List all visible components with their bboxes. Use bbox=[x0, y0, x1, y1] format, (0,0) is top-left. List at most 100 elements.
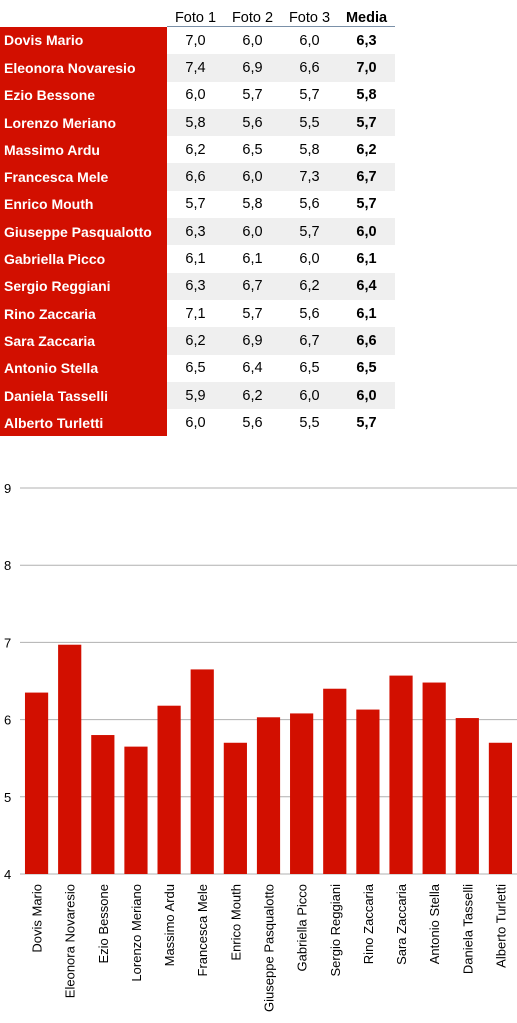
row-foto-1: 6,3 bbox=[167, 218, 224, 246]
score-table: Foto 1 Foto 2 Foto 3 Media Dovis Mario 7,… bbox=[0, 0, 395, 437]
row-foto-3: 5,5 bbox=[299, 414, 320, 431]
bar bbox=[256, 717, 281, 874]
x-tick-label: Giuseppe Pasqualotto bbox=[262, 884, 277, 1012]
row-foto-3: 6,7 bbox=[281, 327, 338, 355]
y-tick-label: 6 bbox=[4, 713, 11, 728]
bar bbox=[389, 675, 413, 874]
row-media: 6,0 bbox=[338, 218, 395, 246]
row-foto-1: 5,8 bbox=[167, 108, 224, 137]
row-foto-2: 6,9 bbox=[224, 327, 281, 355]
row-name: Sara Zaccaria bbox=[0, 327, 167, 355]
bar bbox=[356, 709, 380, 874]
row-foto-1: 7,1 bbox=[185, 305, 206, 322]
x-tick-label: Rino Zaccaria bbox=[361, 883, 376, 964]
y-tick-label: 9 bbox=[4, 481, 11, 496]
table-row: Rino Zaccaria 7,1 5,7 5,6 6,1 bbox=[0, 299, 395, 328]
x-tick-label: Daniela Tasselli bbox=[460, 884, 475, 974]
table-row: Massimo Ardu 6,2 6,5 5,8 6,2 bbox=[0, 136, 395, 164]
bar bbox=[455, 718, 479, 874]
row-foto-3: 6,0 bbox=[281, 381, 338, 410]
row-media: 6,2 bbox=[356, 141, 377, 158]
row-foto-2: 6,5 bbox=[242, 141, 263, 158]
row-media: 7,0 bbox=[338, 54, 395, 82]
row-foto-2: 6,7 bbox=[224, 272, 281, 300]
bar bbox=[24, 692, 49, 874]
row-name: Francesca Mele bbox=[0, 163, 167, 191]
row-name: Gabriella Picco bbox=[0, 245, 167, 273]
header-foto-1: Foto 1 bbox=[167, 0, 224, 27]
row-foto-1: 6,0 bbox=[185, 87, 206, 104]
bar bbox=[157, 705, 181, 874]
bar bbox=[290, 713, 314, 874]
table-row: Alberto Turletti 6,0 5,6 5,5 5,7 bbox=[0, 409, 395, 437]
bar bbox=[58, 644, 82, 874]
row-foto-3: 5,5 bbox=[281, 108, 338, 137]
row-foto-1: 6,5 bbox=[185, 360, 206, 377]
bar bbox=[422, 682, 446, 874]
row-foto-3: 6,0 bbox=[299, 32, 320, 49]
row-media: 6,1 bbox=[356, 251, 377, 268]
table-header-row: Foto 1 Foto 2 Foto 3 Media bbox=[0, 0, 395, 27]
header-media: Media bbox=[338, 0, 395, 27]
row-foto-3: 6,2 bbox=[281, 272, 338, 300]
bar bbox=[91, 735, 115, 874]
row-foto-3: 5,6 bbox=[299, 196, 320, 213]
row-name: Enrico Mouth bbox=[0, 190, 167, 219]
row-foto-2: 5,8 bbox=[242, 196, 263, 213]
row-foto-2: 6,4 bbox=[242, 360, 263, 377]
row-foto-1: 7,4 bbox=[167, 54, 224, 82]
header-foto-3: Foto 3 bbox=[281, 0, 338, 27]
x-tick-label: Enrico Mouth bbox=[228, 884, 243, 961]
row-foto-3: 5,7 bbox=[299, 87, 320, 104]
row-media: 6,4 bbox=[338, 272, 395, 300]
bar-layer bbox=[24, 644, 513, 874]
row-name: Daniela Tasselli bbox=[0, 381, 167, 410]
x-tick-label: Dovis Mario bbox=[30, 884, 45, 953]
row-foto-3: 6,6 bbox=[281, 54, 338, 82]
header-foto-2: Foto 2 bbox=[224, 0, 281, 27]
table-row: Gabriella Picco 6,1 6,1 6,0 6,1 bbox=[0, 245, 395, 273]
row-foto-2: 6,9 bbox=[224, 54, 281, 82]
row-foto-1: 6,0 bbox=[185, 414, 206, 431]
row-foto-1: 6,1 bbox=[185, 251, 206, 268]
row-media: 5,7 bbox=[356, 414, 377, 431]
bar bbox=[223, 742, 247, 874]
row-media: 5,7 bbox=[356, 196, 377, 213]
row-foto-1: 6,3 bbox=[167, 272, 224, 300]
bar bbox=[190, 669, 214, 874]
bar bbox=[323, 688, 347, 874]
row-foto-2: 6,1 bbox=[242, 251, 263, 268]
table-row: Lorenzo Meriano 5,8 5,6 5,5 5,7 bbox=[0, 108, 395, 137]
table-body: Dovis Mario 7,0 6,0 6,0 6,3 Eleonora Novaresi… bbox=[0, 26, 395, 437]
table-row: Sergio Reggiani 6,3 6,7 6,2 6,4 bbox=[0, 272, 395, 300]
row-foto-3: 7,3 bbox=[281, 163, 338, 191]
row-media: 5,8 bbox=[356, 87, 377, 104]
x-tick-label: Alberto Turletti bbox=[493, 884, 508, 968]
y-tick-label: 8 bbox=[4, 558, 11, 573]
bar-chart: 4 5 6 7 8 9 Dovis Mario Eleonora Novaresio Ezio … bbox=[4, 481, 517, 1012]
row-name: Sergio Reggiani bbox=[0, 272, 167, 300]
table-row: Antonio Stella 6,5 6,4 6,5 6,5 bbox=[0, 354, 395, 382]
table-row: Sara Zaccaria 6,2 6,9 6,7 6,6 bbox=[0, 327, 395, 355]
x-tick-label: Sara Zaccaria bbox=[394, 883, 409, 965]
table-row: Daniela Tasselli 5,9 6,2 6,0 6,0 bbox=[0, 381, 395, 410]
x-tick-label: Ezio Bessone bbox=[96, 884, 111, 964]
y-tick-label: 5 bbox=[4, 790, 11, 805]
row-foto-1: 5,7 bbox=[185, 196, 206, 213]
row-media: 6,5 bbox=[356, 360, 377, 377]
row-foto-3: 6,5 bbox=[299, 360, 320, 377]
label-layer: 4 5 6 7 8 9 Dovis Mario Eleonora Novaresio Ezio … bbox=[4, 481, 508, 1012]
row-media: 6,7 bbox=[338, 163, 395, 191]
x-tick-label: Antonio Stella bbox=[427, 883, 442, 964]
row-foto-1: 6,2 bbox=[185, 141, 206, 158]
row-foto-1: 6,6 bbox=[167, 163, 224, 191]
table-row: Eleonora Novaresio 7,4 6,9 6,6 7,0 bbox=[0, 54, 395, 82]
row-media: 6,6 bbox=[338, 327, 395, 355]
table-row: Dovis Mario 7,0 6,0 6,0 6,3 bbox=[0, 26, 395, 55]
row-media: 6,0 bbox=[338, 381, 395, 410]
row-name: Giuseppe Pasqualotto bbox=[0, 218, 167, 246]
x-tick-label: Gabriella Picco bbox=[295, 884, 310, 971]
table-row: Ezio Bessone 6,0 5,7 5,7 5,8 bbox=[0, 81, 395, 109]
row-name: Massimo Ardu bbox=[0, 136, 167, 164]
row-foto-2: 5,7 bbox=[242, 87, 263, 104]
